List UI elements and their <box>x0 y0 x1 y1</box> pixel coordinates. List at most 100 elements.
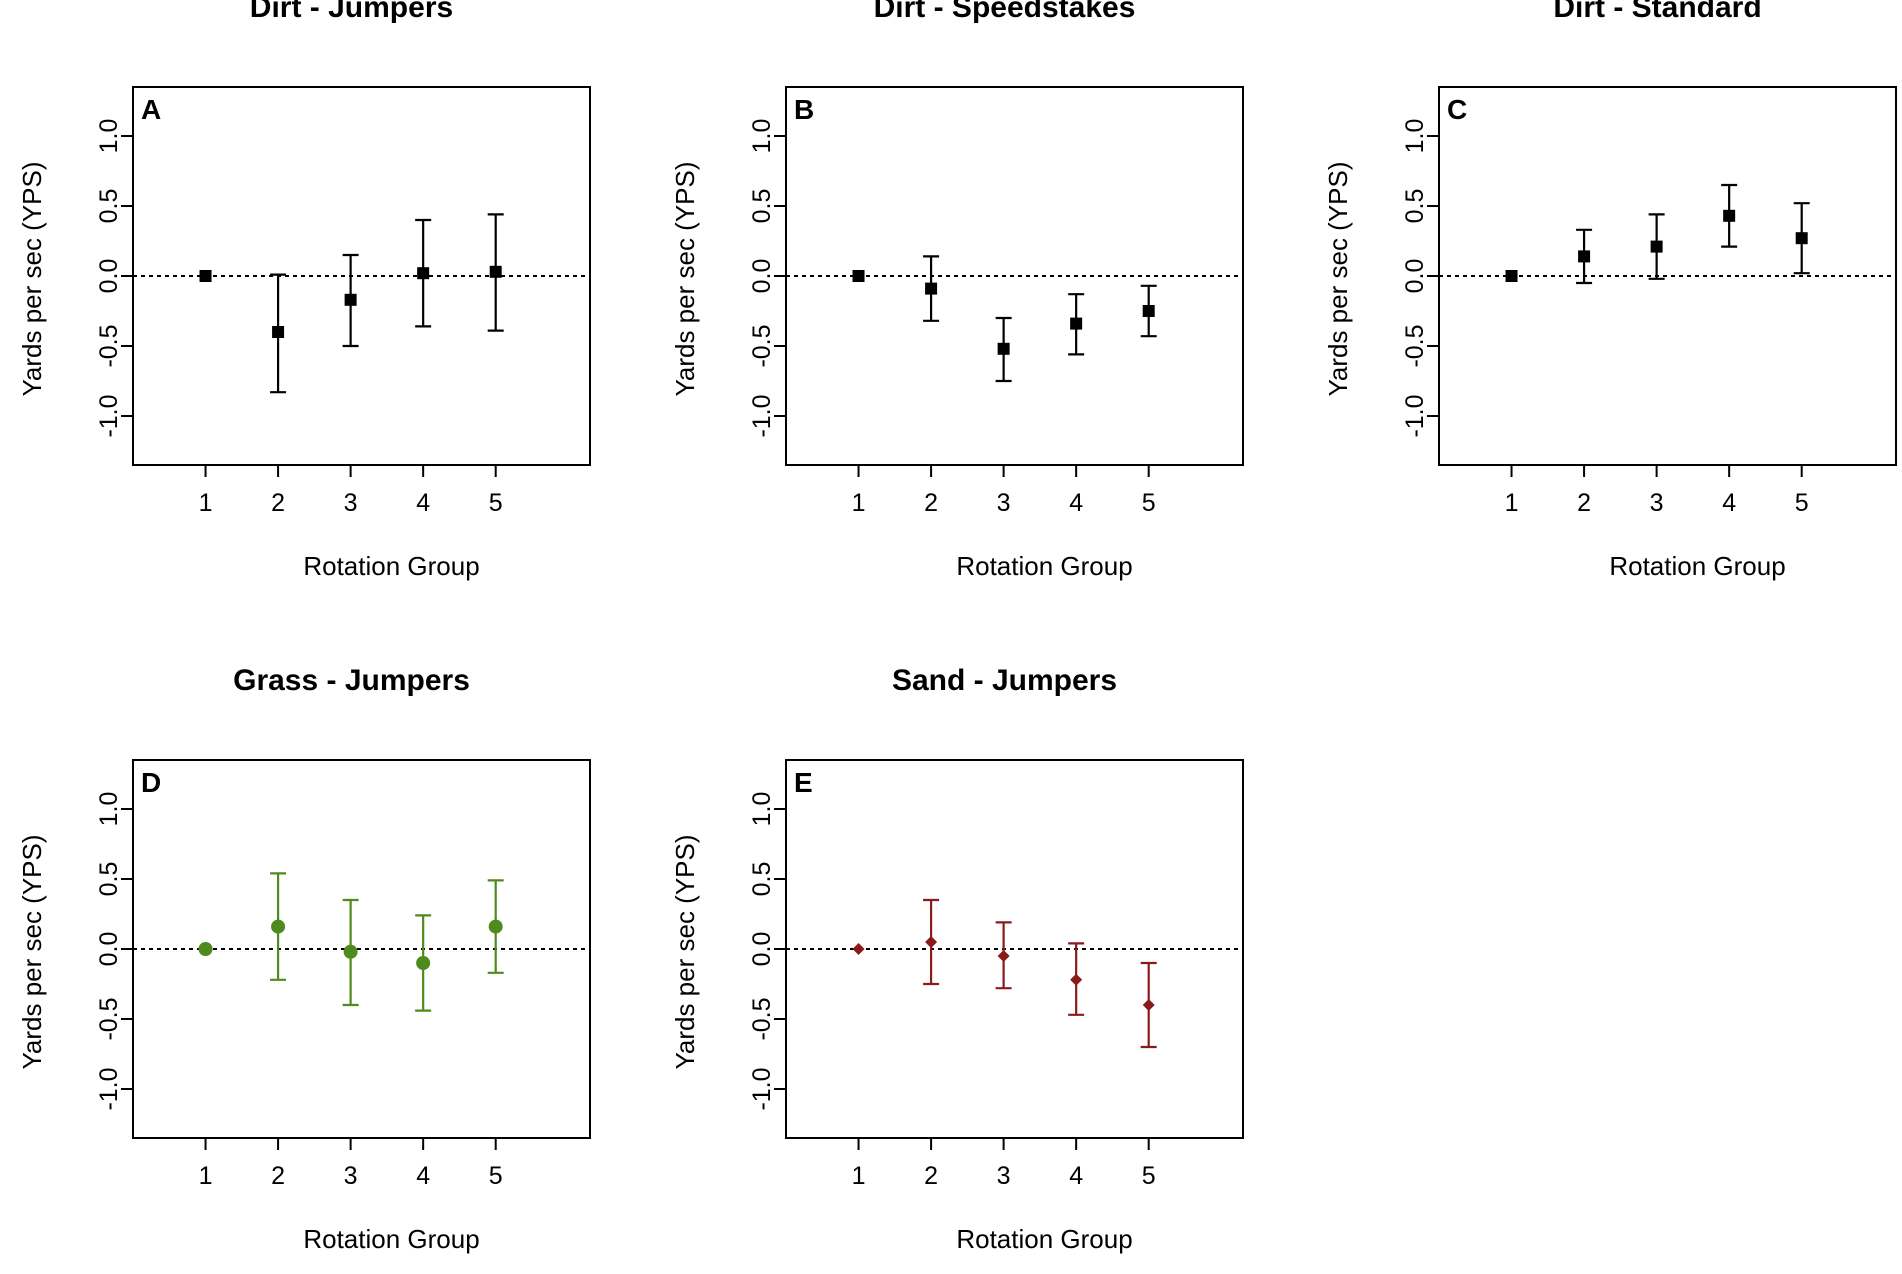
x-tick-label: 3 <box>1650 489 1664 517</box>
x-tick-label: 5 <box>489 1162 503 1190</box>
chart-panel-e: Sand - Jumpers E 1.0 0.5 0.0 -0.5 -1.0 1 2 3 4 5 Rot… <box>670 664 1244 1254</box>
panel-letter: B <box>794 94 814 125</box>
x-tick-label: 4 <box>1722 489 1736 517</box>
chart-title: Dirt - Speedstakes <box>874 0 1136 24</box>
y-tick-label: -0.5 <box>95 324 123 367</box>
data-point <box>925 936 938 948</box>
y-axis-title: Yards per sec (YPS) <box>17 834 47 1069</box>
x-axis-title: Rotation Group <box>956 551 1132 581</box>
panel-letter: D <box>141 767 161 798</box>
y-tick-label: 1.0 <box>95 119 123 154</box>
y-tick-label: 0.0 <box>748 932 776 967</box>
data-point <box>416 956 431 970</box>
y-tick-label: 1.0 <box>1401 119 1429 154</box>
x-tick-label: 5 <box>489 489 503 517</box>
x-axis-title: Rotation Group <box>956 1224 1132 1254</box>
y-tick-label: -0.5 <box>748 997 776 1040</box>
data-point <box>271 919 286 934</box>
data-point <box>417 267 430 280</box>
x-tick-label: 2 <box>271 1162 285 1190</box>
y-tick-label: 1.0 <box>95 792 123 827</box>
chart-panel-d: Grass - Jumpers D 1.0 0.5 0.0 -0.5 -1.0 1 2 3 4 5 Ro… <box>17 664 591 1254</box>
x-tick-label: 1 <box>1505 489 1519 517</box>
y-tick-label: -0.5 <box>95 997 123 1040</box>
data-point <box>489 265 502 278</box>
data-point <box>199 270 212 282</box>
x-tick-label: 2 <box>271 489 285 517</box>
chart-title: Dirt - Jumpers <box>250 0 453 24</box>
y-tick-label: 0.0 <box>95 932 123 967</box>
x-axis-title: Rotation Group <box>1609 551 1785 581</box>
y-tick-label: 0.5 <box>95 862 123 897</box>
x-tick-label: 4 <box>1069 489 1083 517</box>
x-tick-label: 1 <box>852 1162 866 1190</box>
y-tick-label: -1.0 <box>95 394 123 437</box>
data-point <box>1723 209 1736 222</box>
data-point <box>1505 270 1518 282</box>
data-point <box>198 942 213 956</box>
y-tick-label: -1.0 <box>748 1067 776 1110</box>
y-tick-label: 0.5 <box>95 189 123 224</box>
y-tick-label: 0.0 <box>1401 259 1429 294</box>
y-tick-label: -0.5 <box>1401 324 1429 367</box>
x-tick-label: 4 <box>416 489 430 517</box>
chart-panel-a: Dirt - Jumpers A 1.0 0.5 0.0 -0.5 -1.0 1 2 3 4 5 Rot… <box>17 0 591 581</box>
y-tick-label: 1.0 <box>748 792 776 827</box>
x-tick-label: 5 <box>1142 489 1156 517</box>
y-tick-label: -1.0 <box>748 394 776 437</box>
panel-letter: C <box>1447 94 1467 125</box>
y-tick-label: 1.0 <box>748 119 776 154</box>
y-axis-title: Yards per sec (YPS) <box>670 834 700 1069</box>
y-tick-label: -1.0 <box>1401 394 1429 437</box>
x-tick-label: 4 <box>416 1162 430 1190</box>
y-tick-label: 0.5 <box>748 189 776 224</box>
panel-letter: E <box>794 767 813 798</box>
x-tick-label: 3 <box>344 1162 358 1190</box>
x-tick-label: 4 <box>1069 1162 1083 1190</box>
chart-panel-c: Dirt - Standard C 1.0 0.5 0.0 -0.5 -1.0 1 2 3 4 5 Ro… <box>1323 0 1897 581</box>
data-point <box>1070 973 1083 986</box>
data-point <box>1142 999 1155 1011</box>
data-point <box>997 342 1010 355</box>
chart-title: Dirt - Standard <box>1553 0 1761 24</box>
y-axis-title: Yards per sec (YPS) <box>17 161 47 396</box>
x-tick-label: 2 <box>1577 489 1591 517</box>
y-tick-label: 0.5 <box>1401 189 1429 224</box>
x-tick-label: 3 <box>344 489 358 517</box>
data-point <box>1795 232 1808 245</box>
data-point <box>925 282 938 295</box>
x-tick-label: 1 <box>199 489 213 517</box>
x-tick-label: 3 <box>997 1162 1011 1190</box>
data-point <box>1070 317 1083 330</box>
x-axis-title: Rotation Group <box>303 1224 479 1254</box>
data-point <box>997 950 1010 962</box>
y-axis-title: Yards per sec (YPS) <box>1323 161 1353 396</box>
data-point <box>272 326 285 338</box>
data-point <box>343 944 358 959</box>
y-tick-label: -1.0 <box>95 1067 123 1110</box>
y-tick-label: 0.5 <box>748 862 776 897</box>
data-point <box>852 943 865 955</box>
y-axis-title: Yards per sec (YPS) <box>670 161 700 396</box>
x-tick-label: 1 <box>199 1162 213 1190</box>
data-point <box>1578 250 1591 263</box>
data-point <box>344 293 357 306</box>
x-tick-label: 2 <box>924 489 938 517</box>
x-tick-label: 5 <box>1795 489 1809 517</box>
x-tick-label: 5 <box>1142 1162 1156 1190</box>
x-axis-title: Rotation Group <box>303 551 479 581</box>
data-point <box>1650 240 1663 253</box>
data-point <box>852 270 865 282</box>
chart-panel-b: Dirt - Speedstakes B 1.0 0.5 0.0 -0.5 -1.0 1 2 3 4… <box>670 0 1244 581</box>
data-point <box>488 919 503 934</box>
x-tick-label: 1 <box>852 489 866 517</box>
y-tick-label: -0.5 <box>748 324 776 367</box>
y-tick-label: 0.0 <box>748 259 776 294</box>
data-point <box>1142 305 1155 317</box>
x-tick-label: 2 <box>924 1162 938 1190</box>
x-tick-label: 3 <box>997 489 1011 517</box>
chart-title: Grass - Jumpers <box>233 664 470 697</box>
panel-letter: A <box>141 94 161 125</box>
y-tick-label: 0.0 <box>95 259 123 294</box>
